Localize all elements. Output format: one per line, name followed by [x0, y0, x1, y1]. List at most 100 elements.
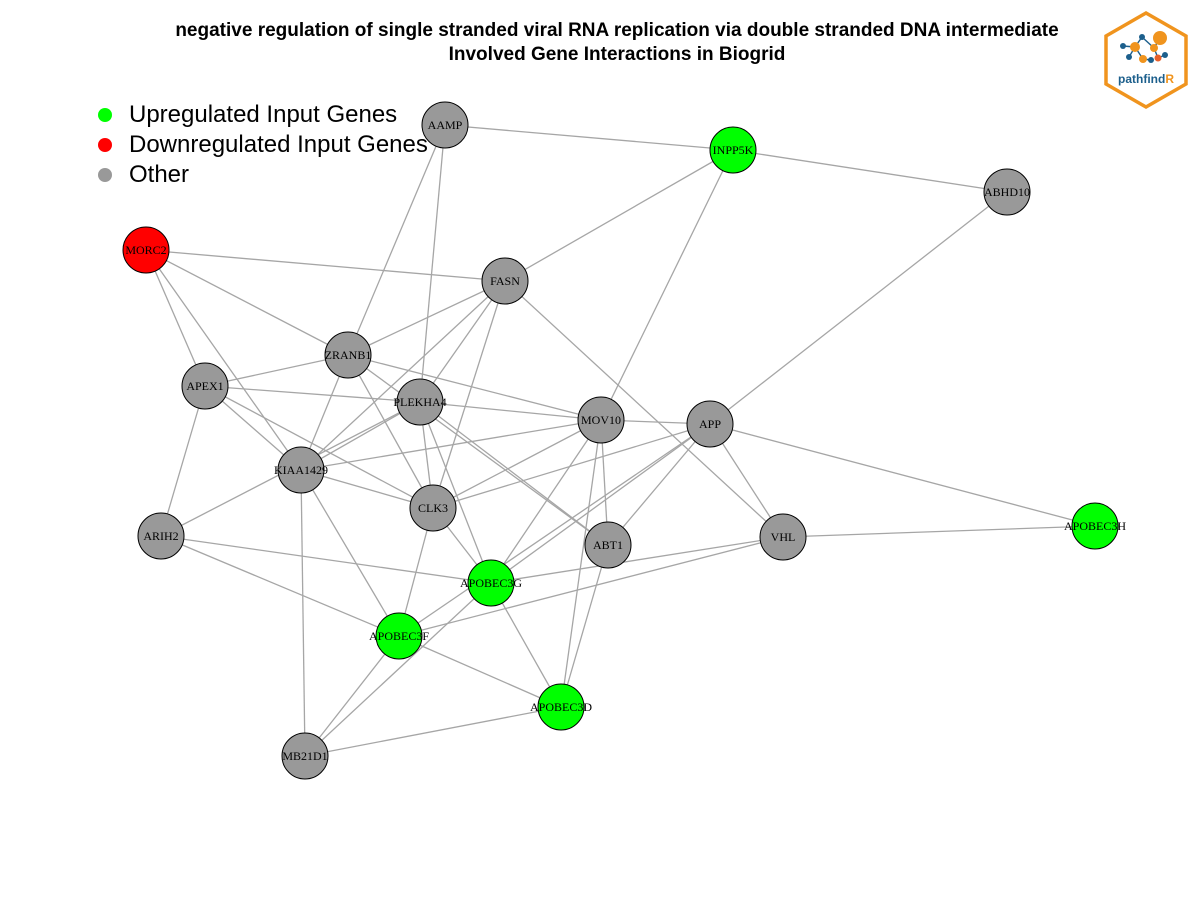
edges-layer: [145, 124, 1096, 757]
node-label-arih2: ARIH2: [143, 529, 178, 543]
node-apobec3d: APOBEC3D: [530, 683, 592, 731]
edge-abhd10-app: [709, 191, 1008, 425]
node-label-aamp: AAMP: [428, 118, 463, 132]
node-circle-mov10: [577, 396, 625, 444]
node-label-zranb1: ZRANB1: [325, 348, 372, 362]
edge-fasn-plekha4: [419, 280, 506, 403]
node-circle-inpp5k: [709, 126, 757, 174]
edge-kiaa1429-apobec3f: [300, 469, 400, 637]
node-apobec3g: APOBEC3G: [460, 559, 522, 607]
edge-morc2-apex1: [145, 249, 206, 387]
node-circle-apobec3d: [537, 683, 585, 731]
edge-zranb1-apex1: [204, 354, 349, 387]
edge-mov10-apobec3d: [560, 419, 602, 708]
node-arih2: ARIH2: [137, 512, 185, 560]
node-apobec3f: APOBEC3F: [369, 612, 429, 660]
node-label-kiaa1429: KIAA1429: [274, 463, 328, 477]
node-circle-vhl: [759, 513, 807, 561]
legend: Upregulated Input Genes Downregulated In…: [96, 100, 428, 190]
node-circle-arih2: [137, 512, 185, 560]
node-aamp: AAMP: [421, 101, 469, 149]
pathfindr-logo-text: pathfindR: [1102, 72, 1190, 86]
edge-app-apobec3g: [490, 423, 711, 584]
node-label-apobec3d: APOBEC3D: [530, 700, 592, 714]
node-circle-apobec3f: [375, 612, 423, 660]
edge-morc2-zranb1: [145, 249, 349, 356]
node-clk3: CLK3: [409, 484, 457, 532]
edge-fasn-zranb1: [347, 280, 506, 356]
node-label-mov10: MOV10: [581, 413, 621, 427]
node-zranb1: ZRANB1: [324, 331, 372, 379]
node-app: APP: [686, 400, 734, 448]
legend-item-other: Other: [96, 160, 428, 190]
edge-apobec3f-mb21d1: [304, 635, 400, 757]
node-inpp5k: INPP5K: [709, 126, 757, 174]
edge-mov10-apobec3g: [490, 419, 602, 584]
node-label-abt1: ABT1: [593, 538, 623, 552]
edge-morc2-kiaa1429: [145, 249, 302, 471]
edge-mov10-kiaa1429: [300, 419, 602, 471]
node-label-apex1: APEX1: [186, 379, 223, 393]
node-label-plekha4: PLEKHA4: [393, 395, 446, 409]
edge-morc2-fasn: [145, 249, 506, 282]
node-label-clk3: CLK3: [418, 501, 448, 515]
edge-apobec3g-mb21d1: [304, 582, 492, 757]
edge-apobec3g-apobec3d: [490, 582, 562, 708]
edge-aamp-zranb1: [347, 124, 446, 356]
node-mov10: MOV10: [577, 396, 625, 444]
node-label-fasn: FASN: [490, 274, 520, 288]
node-circle-apobec3h: [1071, 502, 1119, 550]
node-circle-clk3: [409, 484, 457, 532]
node-label-abhd10: ABHD10: [984, 185, 1030, 199]
node-apobec3h: APOBEC3H: [1064, 502, 1126, 550]
logo-text-accent: R: [1165, 72, 1174, 86]
node-label-apobec3f: APOBEC3F: [369, 629, 429, 643]
node-morc2: MORC2: [122, 226, 170, 274]
logo-text-main: pathfind: [1118, 72, 1166, 86]
edge-app-apobec3h: [709, 423, 1096, 527]
node-label-inpp5k: INPP5K: [713, 143, 754, 157]
edge-inpp5k-abhd10: [732, 149, 1008, 193]
edge-zranb1-mov10: [347, 354, 602, 421]
node-label-apobec3g: APOBEC3G: [460, 576, 522, 590]
node-abhd10: ABHD10: [983, 168, 1031, 216]
legend-label-down: Downregulated Input Genes: [129, 131, 428, 158]
legend-dot-up: [98, 108, 112, 122]
edge-plekha4-mov10: [419, 401, 602, 421]
edge-fasn-vhl: [504, 280, 784, 538]
edge-abt1-apobec3d: [560, 544, 609, 708]
node-circle-kiaa1429: [277, 446, 325, 494]
node-label-mb21d1: MB21D1: [282, 749, 327, 763]
node-circle-apex1: [181, 362, 229, 410]
node-mb21d1: MB21D1: [281, 732, 329, 780]
edge-vhl-apobec3g: [490, 536, 784, 584]
edge-vhl-apobec3h: [782, 525, 1096, 538]
edge-inpp5k-mov10: [600, 149, 734, 421]
edge-vhl-apobec3f: [398, 536, 784, 637]
edge-arih2-apobec3g: [160, 535, 492, 584]
node-circle-morc2: [122, 226, 170, 274]
node-apex1: APEX1: [181, 362, 229, 410]
edge-apex1-clk3: [204, 385, 434, 509]
edge-app-apobec3f: [398, 423, 711, 637]
node-label-vhl: VHL: [771, 530, 796, 544]
edge-fasn-clk3: [432, 280, 506, 509]
edge-aamp-plekha4: [419, 124, 446, 403]
edge-inpp5k-fasn: [504, 149, 734, 282]
node-label-morc2: MORC2: [125, 243, 166, 257]
chart-subtitle: Involved Gene Interactions in Biogrid: [448, 44, 786, 65]
chart-title: negative regulation of single stranded v…: [175, 20, 1059, 41]
edge-plekha4-apobec3g: [419, 401, 492, 584]
legend-dot-other: [98, 168, 112, 182]
node-circle-app: [686, 400, 734, 448]
pathfindr-logo: pathfindR: [1102, 10, 1190, 110]
node-kiaa1429: KIAA1429: [274, 446, 328, 494]
node-circle-mb21d1: [281, 732, 329, 780]
edge-mov10-clk3: [432, 419, 602, 509]
edge-fasn-kiaa1429: [300, 280, 506, 471]
edge-zranb1-abt1: [347, 354, 609, 546]
node-circle-aamp: [421, 101, 469, 149]
edge-app-abt1: [607, 423, 711, 546]
nodes-layer: AAMP INPP5K ABHD10 MORC2 FASN ZRANB1 APEX1 PLEK…: [122, 101, 1126, 780]
node-label-apobec3h: APOBEC3H: [1064, 519, 1126, 533]
